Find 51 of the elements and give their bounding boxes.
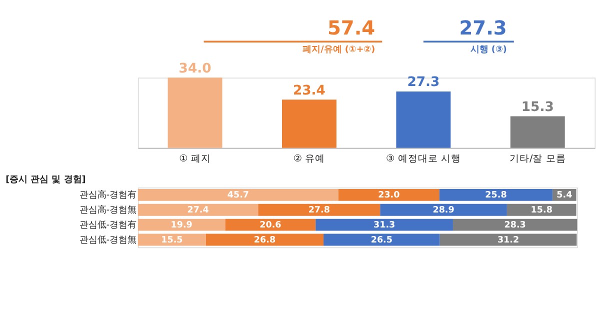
bar (452, 218, 578, 231)
bar (439, 188, 553, 201)
data-label: 23.0 (378, 190, 400, 201)
y-tick-label: 관심高-경험無 (79, 204, 137, 216)
bar (258, 204, 380, 216)
bar (168, 78, 222, 148)
bar (440, 234, 577, 246)
bar (282, 100, 336, 148)
x-tick-label: ① 폐지 (179, 154, 211, 165)
bar (138, 204, 258, 216)
data-label: 15.8 (530, 206, 552, 216)
y-tick-label: 관심低-경험有 (79, 219, 137, 230)
bar (316, 218, 453, 231)
x-tick-label: ③ 예정대로 시행 (386, 154, 461, 165)
text: 57.4 (327, 16, 376, 40)
data-label: 27.4 (187, 206, 209, 216)
data-label: 27.8 (308, 206, 330, 216)
bar (138, 218, 226, 231)
bar (206, 234, 324, 246)
data-label: 20.6 (260, 220, 282, 230)
bar (324, 234, 440, 246)
x-tick-label: ② 유예 (293, 154, 326, 165)
data-label: 5.4 (556, 190, 572, 201)
data-label: 25.8 (485, 190, 507, 201)
bar (506, 204, 576, 216)
bar (338, 188, 440, 201)
data-label: 26.8 (254, 235, 276, 246)
data-label: 34.0 (178, 61, 212, 76)
y-tick-label: 관심低-경험無 (79, 234, 137, 246)
data-label: 15.3 (521, 100, 554, 116)
x-tick-label: 기타/잘 모름 (509, 154, 566, 165)
data-label: 26.5 (370, 235, 392, 246)
bar (510, 116, 565, 148)
data-label: 31.2 (497, 235, 520, 246)
text: [증시 관심 및 경험] (6, 175, 86, 186)
data-label: 19.9 (170, 220, 192, 230)
data-label: 27.3 (407, 75, 440, 90)
text: 시행 (③) (470, 45, 507, 56)
data-label: 15.5 (161, 235, 183, 246)
text: 폐지/유예 (①+②) (302, 45, 376, 56)
bar (380, 204, 507, 216)
bar (225, 218, 316, 231)
data-label: 31.3 (373, 220, 396, 230)
y-tick-label: 관심高-경험有 (79, 190, 137, 201)
data-label: 23.4 (292, 83, 326, 98)
bar (396, 92, 451, 148)
data-label: 28.3 (504, 220, 526, 230)
bar (138, 188, 338, 201)
data-label: 45.7 (227, 190, 250, 201)
data-label: 28.9 (432, 206, 454, 216)
text: 27.3 (459, 16, 507, 40)
